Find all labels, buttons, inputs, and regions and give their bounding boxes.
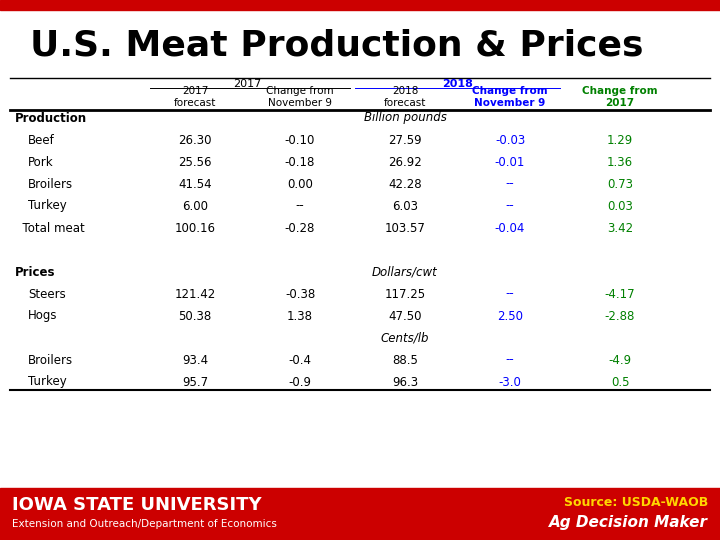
Text: Change from
November 9: Change from November 9 xyxy=(472,86,548,108)
Text: 96.3: 96.3 xyxy=(392,375,418,388)
Text: 42.28: 42.28 xyxy=(388,178,422,191)
Text: 6.03: 6.03 xyxy=(392,199,418,213)
Bar xyxy=(0,488,720,540)
Text: 2.50: 2.50 xyxy=(497,309,523,322)
Text: -2.88: -2.88 xyxy=(605,309,635,322)
Text: 0.00: 0.00 xyxy=(287,178,313,191)
Text: 50.38: 50.38 xyxy=(179,309,212,322)
Text: 2017: 2017 xyxy=(233,79,261,89)
Text: 41.54: 41.54 xyxy=(178,178,212,191)
Text: 3.42: 3.42 xyxy=(607,221,633,234)
Text: 121.42: 121.42 xyxy=(174,287,215,300)
Text: 0.03: 0.03 xyxy=(607,199,633,213)
Text: 26.92: 26.92 xyxy=(388,156,422,168)
Text: 95.7: 95.7 xyxy=(182,375,208,388)
Text: Ag Decision Maker: Ag Decision Maker xyxy=(549,515,708,530)
Text: 1.36: 1.36 xyxy=(607,156,633,168)
Text: Pork: Pork xyxy=(28,156,53,168)
Text: 26.30: 26.30 xyxy=(179,133,212,146)
Text: Change from
2017: Change from 2017 xyxy=(582,86,658,108)
Text: 6.00: 6.00 xyxy=(182,199,208,213)
Text: Prices: Prices xyxy=(15,266,55,279)
Bar xyxy=(0,0,720,10)
Text: Broilers: Broilers xyxy=(28,354,73,367)
Text: -0.18: -0.18 xyxy=(285,156,315,168)
Text: 93.4: 93.4 xyxy=(182,354,208,367)
Text: --: -- xyxy=(505,199,514,213)
Text: 1.29: 1.29 xyxy=(607,133,633,146)
Text: Source: USDA-WAOB: Source: USDA-WAOB xyxy=(564,496,708,510)
Text: --: -- xyxy=(505,178,514,191)
Text: Steers: Steers xyxy=(28,287,66,300)
Text: -0.9: -0.9 xyxy=(289,375,312,388)
Text: 2018
forecast: 2018 forecast xyxy=(384,86,426,108)
Text: Change from
November 9: Change from November 9 xyxy=(266,86,334,108)
Text: 25.56: 25.56 xyxy=(179,156,212,168)
Text: U.S. Meat Production & Prices: U.S. Meat Production & Prices xyxy=(30,28,644,62)
Text: Turkey: Turkey xyxy=(28,199,67,213)
Text: --: -- xyxy=(505,354,514,367)
Text: Dollars/cwt: Dollars/cwt xyxy=(372,266,438,279)
Text: Cents/lb: Cents/lb xyxy=(381,332,429,345)
Text: -0.04: -0.04 xyxy=(495,221,525,234)
Text: 2017
forecast: 2017 forecast xyxy=(174,86,216,108)
Text: Total meat: Total meat xyxy=(15,221,85,234)
Text: Extension and Outreach/Department of Economics: Extension and Outreach/Department of Eco… xyxy=(12,519,277,529)
Text: 100.16: 100.16 xyxy=(174,221,215,234)
Text: 2018: 2018 xyxy=(442,79,473,89)
Text: -0.38: -0.38 xyxy=(285,287,315,300)
Text: Hogs: Hogs xyxy=(28,309,58,322)
Text: -0.10: -0.10 xyxy=(285,133,315,146)
Text: --: -- xyxy=(296,199,305,213)
Text: -4.17: -4.17 xyxy=(605,287,635,300)
Text: 88.5: 88.5 xyxy=(392,354,418,367)
Text: 1.38: 1.38 xyxy=(287,309,313,322)
Text: IOWA STATE UNIVERSITY: IOWA STATE UNIVERSITY xyxy=(12,496,261,514)
Text: Beef: Beef xyxy=(28,133,55,146)
Text: 0.73: 0.73 xyxy=(607,178,633,191)
Text: -0.01: -0.01 xyxy=(495,156,525,168)
Text: Billion pounds: Billion pounds xyxy=(364,111,446,125)
Text: 117.25: 117.25 xyxy=(384,287,426,300)
Text: Production: Production xyxy=(15,111,87,125)
Text: 103.57: 103.57 xyxy=(384,221,426,234)
Text: -3.0: -3.0 xyxy=(498,375,521,388)
Text: Broilers: Broilers xyxy=(28,178,73,191)
Text: 27.59: 27.59 xyxy=(388,133,422,146)
Text: -4.9: -4.9 xyxy=(608,354,631,367)
Text: Turkey: Turkey xyxy=(28,375,67,388)
Text: -0.28: -0.28 xyxy=(285,221,315,234)
Text: -0.4: -0.4 xyxy=(289,354,312,367)
Text: 0.5: 0.5 xyxy=(611,375,629,388)
Text: -0.03: -0.03 xyxy=(495,133,525,146)
Text: 47.50: 47.50 xyxy=(388,309,422,322)
Text: --: -- xyxy=(505,287,514,300)
